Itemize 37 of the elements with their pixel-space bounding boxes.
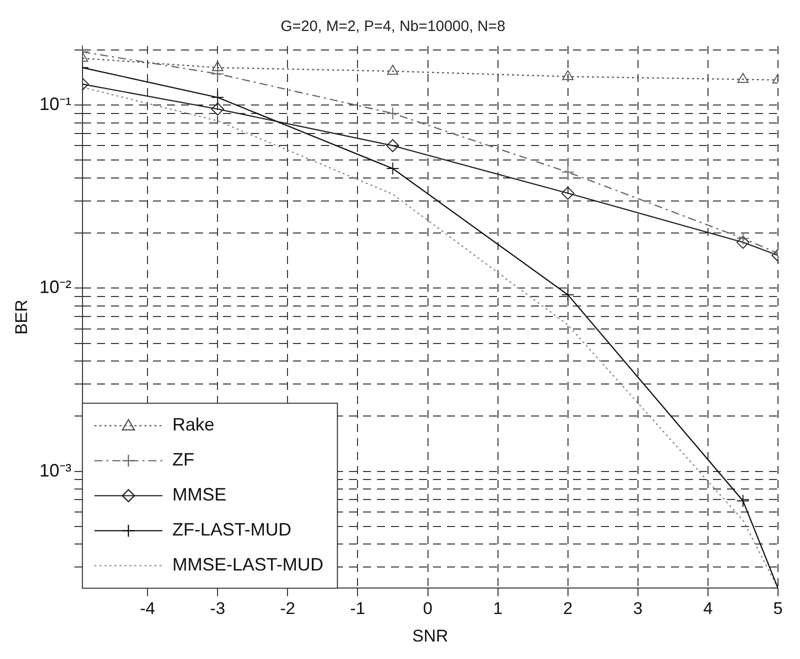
point xyxy=(736,232,750,245)
x-tick-label: -1 xyxy=(350,599,366,618)
x-tick-label: 0 xyxy=(423,599,432,618)
legend-label: MMSE-LAST-MUD xyxy=(172,554,324,575)
point xyxy=(211,102,224,116)
y-tick-label: 10⁻³ xyxy=(39,460,72,480)
x-tick-label: 3 xyxy=(633,599,643,618)
legend-label: MMSE xyxy=(172,484,226,505)
x-tick-label: -3 xyxy=(210,599,226,618)
legend-label: ZF xyxy=(172,450,194,470)
point xyxy=(736,494,750,508)
point xyxy=(561,166,574,179)
point xyxy=(737,72,749,83)
x-tick-label: 4 xyxy=(703,599,713,618)
point xyxy=(211,67,224,80)
y-tick-label: 10⁻¹ xyxy=(39,94,72,114)
x-tick-label: -2 xyxy=(280,599,296,618)
x-axis-title: SNR xyxy=(412,626,448,646)
x-tick-label: 1 xyxy=(493,599,503,618)
y-tick-label: 10⁻² xyxy=(39,277,72,298)
point xyxy=(387,64,398,75)
point xyxy=(386,106,400,120)
point xyxy=(211,90,224,104)
point xyxy=(561,288,574,302)
legend-label: ZF-LAST-MUD xyxy=(172,520,292,540)
point xyxy=(561,186,574,200)
point xyxy=(386,162,400,176)
point xyxy=(386,139,400,152)
point xyxy=(562,70,574,80)
point xyxy=(736,236,750,249)
x-tick-label: 2 xyxy=(563,599,573,618)
point xyxy=(212,61,224,72)
legend-label: Rake xyxy=(172,414,214,435)
chart-title: G=20, M=2, P=4, Nb=10000, N=8 xyxy=(280,18,506,36)
x-tick-label: -4 xyxy=(140,599,156,618)
y-axis-title: BER xyxy=(12,300,31,335)
x-tick-label: 5 xyxy=(773,599,783,618)
